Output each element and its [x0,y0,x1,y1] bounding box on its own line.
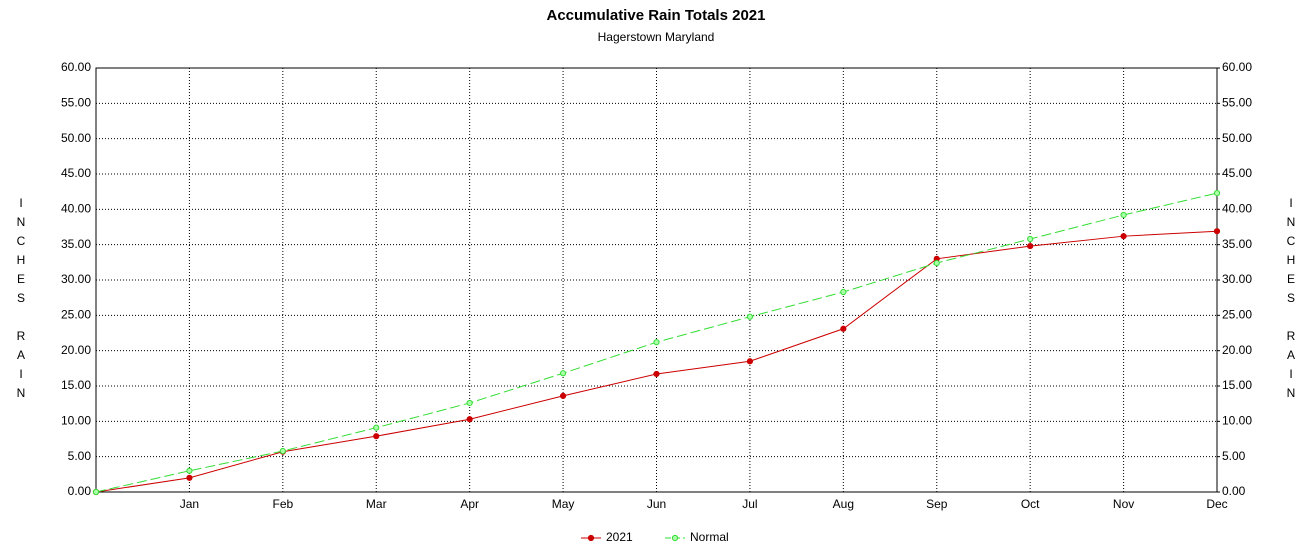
x-tick-label: Jun [647,497,666,511]
y-tick-label: 25.00 [61,308,91,322]
x-tick-label: Jan [180,497,199,511]
y-tick-label: 50.00 [61,131,91,145]
point [466,416,473,423]
y-tick-label: 15.00 [61,378,91,392]
x-tick-label: Mar [366,497,387,511]
y2-tick-label: 40.00 [1222,202,1252,216]
point [92,488,100,496]
y-tick-label: 35.00 [61,237,91,251]
y-tick-label: 45.00 [61,166,91,180]
point [559,392,567,399]
point [373,424,380,431]
chart-subtitle: Hagerstown Maryland [598,30,715,44]
x-tick-label: Sep [926,497,948,511]
y2-axis-label: INCHES RAIN [1284,196,1298,405]
legend-label: Normal [690,530,729,544]
x-tick-label: Dec [1206,497,1227,511]
y-tick-label: 10.00 [61,414,91,428]
y2-tick-label: 50.00 [1222,131,1252,145]
y2-tick-label: 45.00 [1222,166,1252,180]
x-tick-label: Jul [742,497,757,511]
point [746,358,754,365]
x-tick-label: May [552,497,575,511]
point [933,259,940,267]
point [373,433,380,440]
chart-title: Accumulative Rain Totals 2021 [547,7,766,24]
y-tick-label: 5.00 [68,449,92,463]
point [746,313,754,320]
y2-tick-label: 20.00 [1222,343,1252,357]
y2-tick-label: 55.00 [1222,96,1252,110]
y-tick-label: 55.00 [61,96,91,110]
legend-label: 2021 [606,530,633,544]
x-tick-label: Aug [833,497,854,511]
x-tick-label: Nov [1113,497,1134,511]
x-tick-label: Apr [460,497,479,511]
legend-marker [587,534,595,542]
y-tick-label: 40.00 [61,202,91,216]
y2-tick-label: 35.00 [1222,237,1252,251]
y-tick-label: 0.00 [68,484,92,498]
legend-marker [671,534,679,542]
y2-tick-label: 30.00 [1222,272,1252,286]
point [559,370,567,377]
x-tick-label: Feb [272,497,293,511]
y-tick-label: 30.00 [61,272,91,286]
point [840,288,847,296]
point [1027,235,1034,243]
point [1213,189,1221,197]
point [1120,211,1127,219]
y2-tick-label: 5.00 [1222,449,1246,463]
y2-tick-label: 15.00 [1222,378,1252,392]
x-tick-label: Oct [1021,497,1040,511]
point [186,474,193,481]
y2-tick-label: 25.00 [1222,308,1252,322]
point [653,370,660,378]
point [1213,228,1221,235]
y2-tick-label: 0.00 [1222,484,1246,498]
point [279,447,286,455]
point [1120,233,1127,240]
point [1027,242,1034,250]
point [840,325,847,332]
point [466,399,473,407]
point [186,467,193,474]
y2-tick-label: 60.00 [1222,60,1252,74]
y2-tick-label: 10.00 [1222,414,1252,428]
point [653,339,660,346]
y-tick-label: 60.00 [61,60,91,74]
y-tick-label: 20.00 [61,343,91,357]
y-axis-label: INCHES RAIN [14,196,28,405]
